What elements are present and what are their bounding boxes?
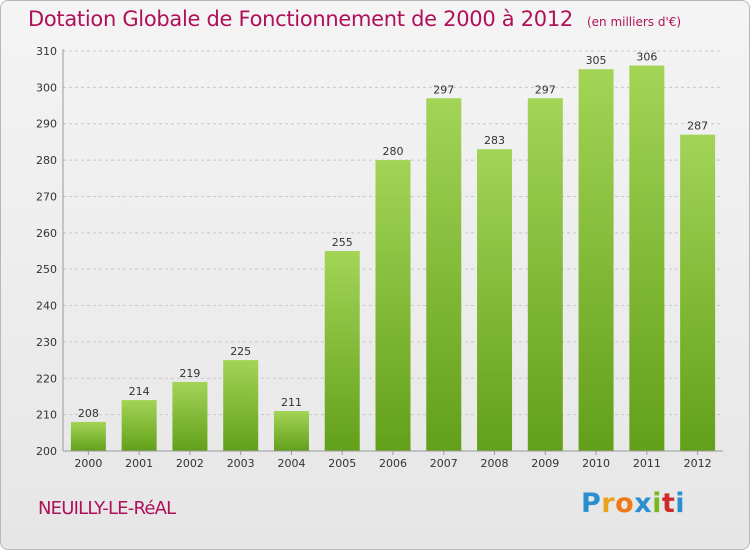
data-label-2005: 255: [332, 236, 353, 249]
logo-letter: i: [675, 488, 686, 519]
x-tick-label-2003: 2003: [227, 457, 255, 470]
bar-2000: [70, 421, 106, 451]
axes: 200 210 220 230 240 250 260 270 280 290 300 310 2000…: [36, 45, 723, 470]
x-tick-label-2008: 2008: [481, 457, 509, 470]
y-tick-label: 240: [36, 300, 57, 313]
data-label-2004: 211: [281, 396, 302, 409]
logo-letter: o: [615, 488, 635, 519]
bars: [70, 65, 716, 452]
x-tick-label-2009: 2009: [531, 457, 559, 470]
bar-2003: [223, 360, 259, 451]
x-tick-label-2005: 2005: [328, 457, 356, 470]
data-label-2007: 297: [433, 83, 454, 96]
bar-2005: [324, 251, 360, 451]
x-tick-label-2004: 2004: [277, 457, 305, 470]
x-tick-label-2012: 2012: [684, 457, 712, 470]
proxiti-logo: Proxiti: [581, 488, 685, 519]
y-tick-label: 310: [36, 45, 57, 58]
chart-title-text: Dotation Globale de Fonctionnement de 20…: [28, 7, 573, 31]
y-tick-label: 290: [36, 118, 57, 131]
logo-letter: t: [661, 488, 676, 519]
y-tick-label: 230: [36, 336, 57, 349]
data-label-2001: 214: [129, 385, 150, 398]
x-tick-label-2001: 2001: [125, 457, 153, 470]
chart-unit: (en milliers d'€): [586, 15, 682, 29]
logo-letter: i: [652, 488, 662, 519]
bar-2002: [172, 381, 208, 451]
data-label-2000: 208: [78, 407, 99, 420]
bar-2004: [273, 411, 309, 451]
bar-2011: [629, 65, 665, 451]
bar-2008: [477, 149, 513, 451]
x-tick-label-2007: 2007: [430, 457, 458, 470]
x-tick-label-2011: 2011: [633, 457, 661, 470]
y-tick-label: 220: [36, 372, 57, 385]
y-tick-label: 280: [36, 154, 57, 167]
bar-2010: [578, 69, 614, 451]
commune-name: NEUILLY-LE-RéAL: [38, 498, 176, 519]
y-tick-label: 270: [36, 190, 57, 203]
bar-2012: [680, 134, 716, 452]
y-tick-label: 200: [36, 445, 57, 458]
data-label-2008: 283: [484, 134, 505, 147]
data-label-2006: 280: [383, 145, 404, 158]
bar-2006: [375, 160, 411, 451]
logo-letter: P: [581, 488, 602, 519]
data-label-2012: 287: [687, 120, 708, 133]
x-tick-label-2000: 2000: [74, 457, 102, 470]
y-tick-label: 210: [36, 409, 57, 422]
y-tick-label: 260: [36, 227, 57, 240]
data-labels: 208 214 219 225 211 255 280 297 283 297 305 306 287: [78, 51, 708, 420]
logo-letter: x: [634, 488, 653, 519]
x-tick-label-2002: 2002: [176, 457, 204, 470]
bar-2009: [527, 98, 563, 451]
data-label-2003: 225: [230, 345, 251, 358]
chart-title: Dotation Globale de Fonctionnement de 20…: [28, 7, 681, 31]
y-tick-label: 250: [36, 263, 57, 276]
bar-2007: [426, 98, 462, 451]
x-tick-label-2006: 2006: [379, 457, 407, 470]
data-label-2011: 306: [636, 51, 657, 64]
x-tick-label-2010: 2010: [582, 457, 610, 470]
logo-letter: r: [601, 488, 616, 519]
data-label-2009: 297: [535, 83, 556, 96]
data-label-2010: 305: [586, 54, 607, 67]
data-label-2002: 219: [179, 367, 200, 380]
bar-2001: [121, 400, 157, 451]
y-tick-label: 300: [36, 81, 57, 94]
